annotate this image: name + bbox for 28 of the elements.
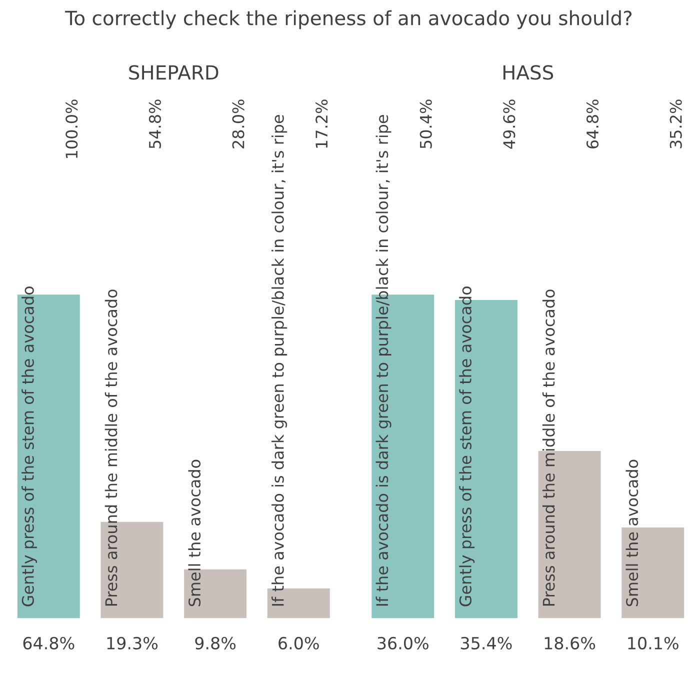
bar <box>622 527 684 618</box>
chart-subtitle: SHEPARD <box>129 65 218 80</box>
data-label: 35.4% <box>461 636 512 650</box>
text: 50.4% <box>420 100 432 148</box>
text: 64.8% <box>586 100 599 148</box>
text: 28.0% <box>232 100 244 148</box>
text: 100.0% <box>66 100 78 158</box>
data-label: 64.8% <box>23 636 74 650</box>
x-tick-label: Press around the middle of the avocado <box>104 290 118 606</box>
text: 49.6% <box>503 100 516 149</box>
data-label: 36.0% <box>378 636 428 650</box>
chart-title: To correctly check the ripeness of an avocado you should? <box>65 10 632 30</box>
text: 17.2% <box>316 100 328 148</box>
data-label: 10.1% <box>628 636 678 650</box>
x-tick-label: Smell the avocado <box>626 460 638 606</box>
x-tick-label: If the avocado is dark green to purple/black in colour, it's ripe <box>376 115 392 606</box>
x-tick-label: Press around the middle of the avocado <box>542 290 555 606</box>
chart-subtitle: HASS <box>503 65 554 80</box>
x-tick-label: Smell the avocado <box>188 460 201 606</box>
text: 35.2% <box>670 100 682 148</box>
data-label: 18.6% <box>544 636 596 650</box>
data-label: 9.8% <box>195 636 236 650</box>
data-label: 6.0% <box>278 636 319 650</box>
x-tick-label: Gently press of the stem of the avocado <box>459 286 475 606</box>
x-tick-label: Gently press of the stem of the avocado <box>22 286 38 606</box>
text: 54.8% <box>148 100 161 148</box>
data-label: 19.3% <box>107 636 158 650</box>
x-tick-label: If the avocado is dark green to purple/black in colour, it's ripe <box>272 115 287 606</box>
